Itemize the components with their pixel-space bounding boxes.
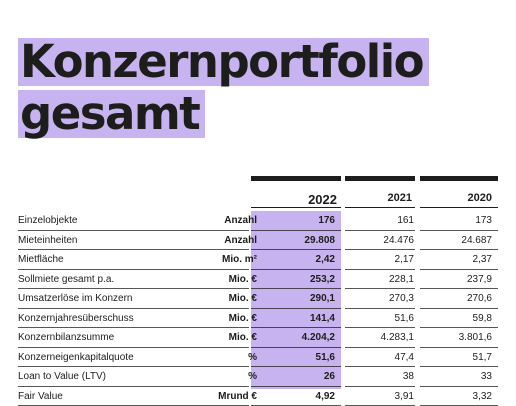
table-row: Konzerneigenkapitalquote% 51,6 47,4 51,7: [18, 348, 498, 368]
value-2020: 237,9: [467, 273, 492, 286]
row-unit: Mrund €: [218, 390, 257, 403]
header-bar-2022: [251, 176, 341, 181]
row-unit: Mio. €: [229, 273, 257, 286]
table-row: Loan to Value (LTV)% 26 38 33: [18, 367, 498, 387]
value-2021: 228,1: [389, 273, 414, 286]
page-title-line-2: gesamt: [18, 90, 205, 138]
value-2022: 253,2: [310, 273, 335, 286]
row-label: Umsatzerlöse im Konzern: [18, 292, 132, 305]
row-label: Mieteinheiten: [18, 234, 77, 247]
row-unit: Mio. €: [229, 312, 257, 325]
header-bar-2020: [420, 176, 498, 181]
row-unit: %: [248, 351, 257, 364]
row-label: Mietfläche: [18, 253, 64, 266]
row-label: Loan to Value (LTV): [18, 370, 106, 383]
value-2021: 270,3: [389, 292, 414, 305]
value-2020: 3.801,6: [459, 331, 492, 344]
value-2020: 24.687: [461, 234, 492, 247]
row-label: Konzernjahresüberschuss: [18, 312, 134, 325]
value-2021: 51,6: [395, 312, 414, 325]
value-2022: 290,1: [310, 292, 335, 305]
portfolio-table: Einzelobjekte Anzahl 176 161 173 Mieteinheite…: [18, 211, 498, 406]
value-2021: 2,17: [395, 253, 414, 266]
page-title-line-1: Konzernportfolio: [18, 38, 429, 86]
row-unit: Anzahl: [224, 214, 257, 227]
value-2022: 176: [318, 214, 335, 227]
table-row: Mieteinheiten Anzahl 29.808 24.476 24.687: [18, 231, 498, 251]
value-2020: 59,8: [473, 312, 492, 325]
row-unit: Anzahl: [224, 234, 257, 247]
value-2021: 47,4: [395, 351, 414, 364]
value-2020: 173: [475, 214, 492, 227]
row-label: Sollmiete gesamt p.a.: [18, 273, 114, 286]
value-2022: 4.204,2: [302, 331, 335, 344]
table-row: Fair Value Mrund € 4,92 3,91 3,32: [18, 387, 498, 406]
table-row: Sollmiete gesamt p.a. Mio. € 253,2 228,1 237…: [18, 270, 498, 290]
row-label: Konzernbilanzsumme: [18, 331, 114, 344]
row-unit: Mio. €: [229, 331, 257, 344]
value-2021: 3,91: [395, 390, 414, 403]
value-2022: 29.808: [304, 234, 335, 247]
header-rule-2020: [420, 207, 498, 208]
value-2020: 51,7: [473, 351, 492, 364]
value-2022: 26: [324, 370, 335, 383]
value-2021: 4.283,1: [381, 331, 414, 344]
table-row: Mietfläche Mio. m² 2,42 2,17 2,37: [18, 250, 498, 270]
table-row: Umsatzerlöse im Konzern Mio. € 290,1 270,3 2…: [18, 289, 498, 309]
header-rule-2022: [251, 207, 341, 208]
value-2022: 141,4: [310, 312, 335, 325]
row-label: Konzerneigenkapitalquote: [18, 351, 134, 364]
value-2021: 38: [403, 370, 414, 383]
row-label: Fair Value: [18, 390, 63, 403]
table-row: Konzernbilanzsumme Mio. € 4.204,2 4.283,1 3.…: [18, 328, 498, 348]
table-row: Konzernjahresüberschuss Mio. € 141,4 51,6 59…: [18, 309, 498, 329]
value-2020: 2,37: [473, 253, 492, 266]
value-2020: 3,32: [473, 390, 492, 403]
header-rule-2021: [345, 207, 415, 208]
table-row: Einzelobjekte Anzahl 176 161 173: [18, 211, 498, 231]
row-label: Einzelobjekte: [18, 214, 77, 227]
value-2020: 33: [481, 370, 492, 383]
value-2020: 270,6: [467, 292, 492, 305]
header-bar-2021: [345, 176, 415, 181]
value-2022: 51,6: [316, 351, 335, 364]
row-unit: Mio. €: [229, 292, 257, 305]
value-2022: 4,92: [316, 390, 335, 403]
row-unit: Mio. m²: [222, 253, 257, 266]
value-2022: 2,42: [316, 253, 335, 266]
value-2021: 161: [397, 214, 414, 227]
value-2021: 24.476: [383, 234, 414, 247]
row-unit: %: [248, 370, 257, 383]
